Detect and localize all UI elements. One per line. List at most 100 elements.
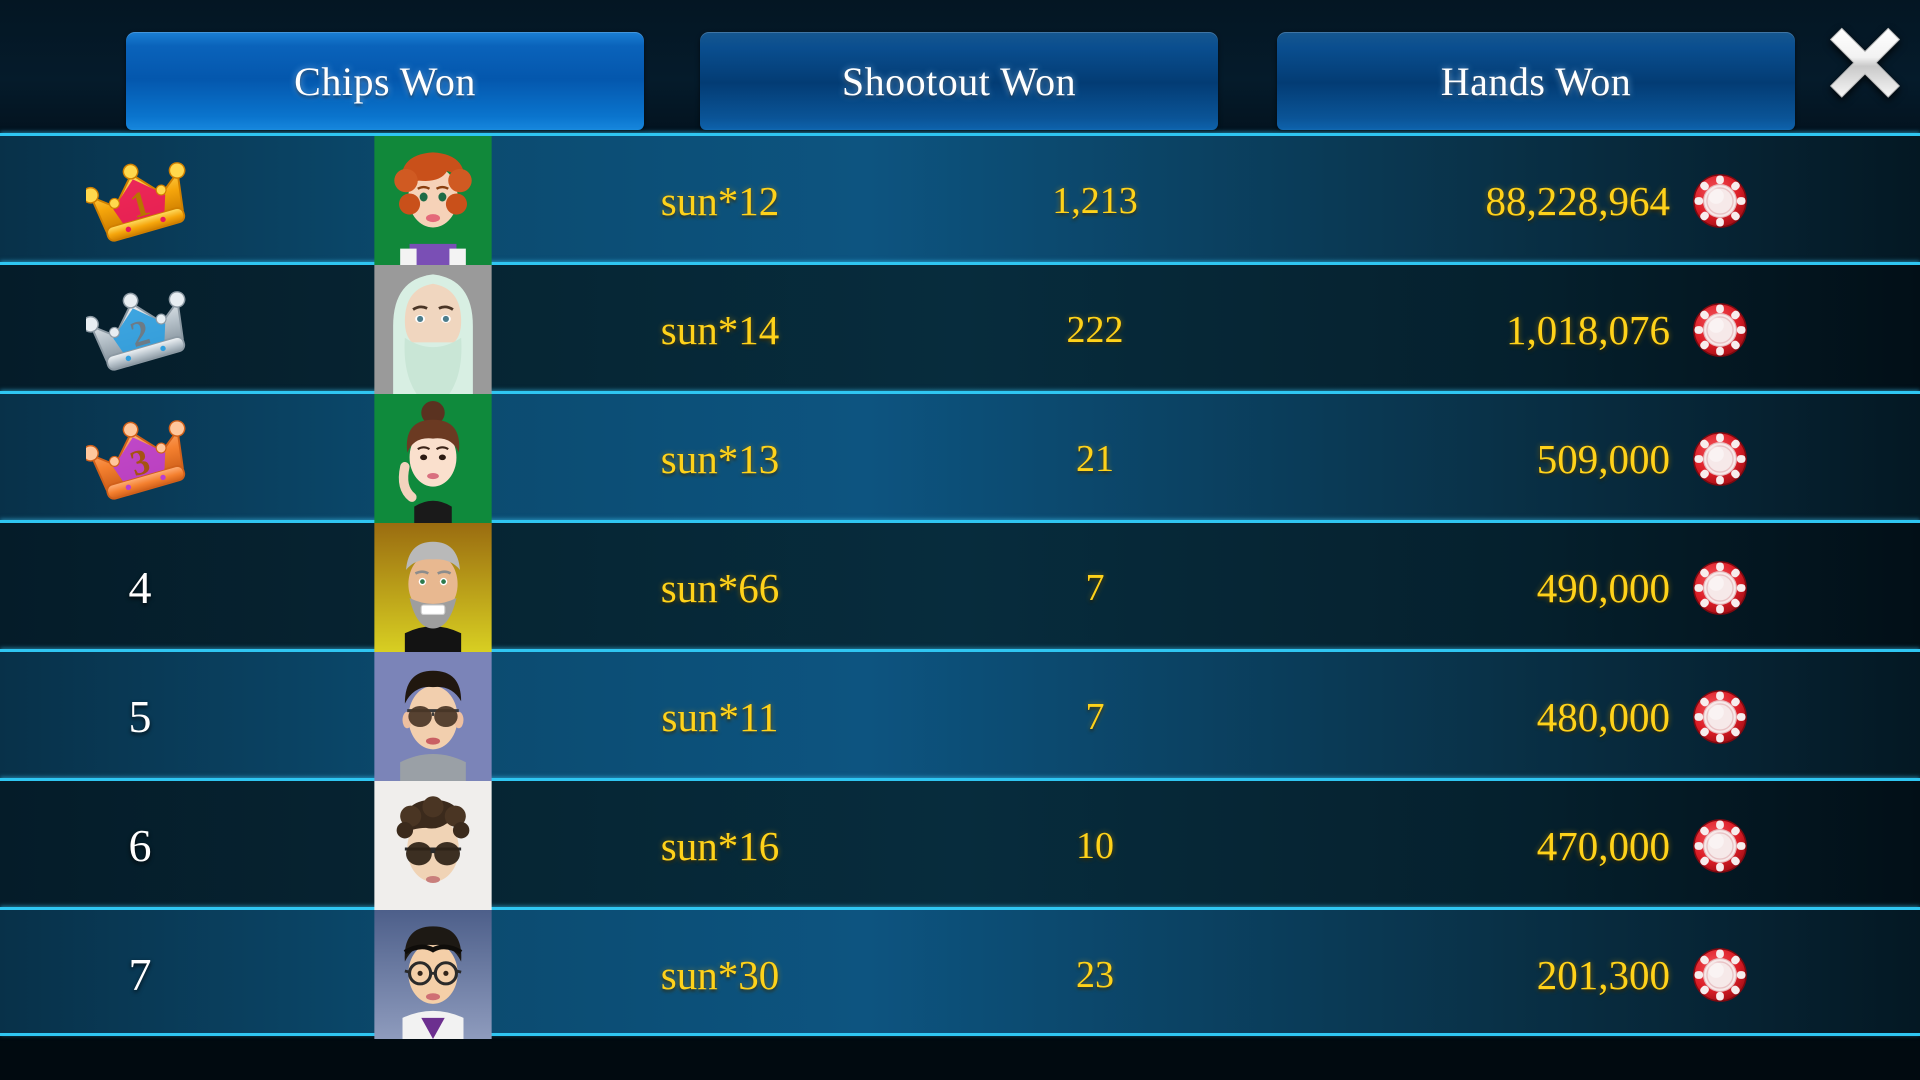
rank-cell: 2 (0, 265, 280, 394)
shootout-won-cell: 222 (950, 265, 1240, 394)
shootout-won-value: 1,213 (1052, 179, 1138, 222)
hands-won-cell: 88,228,964 (1290, 136, 1680, 265)
rank-number: 5 (128, 691, 152, 742)
hands-won-value: 201,300 (1536, 951, 1670, 998)
table-row[interactable]: 3 sun*13 21 509,000 (0, 391, 1920, 523)
chip-cell[interactable] (1660, 652, 1780, 781)
hands-won-cell: 470,000 (1290, 781, 1680, 910)
avatar-cell[interactable] (374, 136, 492, 265)
poker-chip-red-icon (1691, 430, 1749, 488)
poker-chip-red-icon (1691, 817, 1749, 875)
chip-cell[interactable] (1660, 910, 1780, 1039)
hands-won-value: 88,228,964 (1485, 177, 1671, 224)
avatar-redhead-woman (374, 136, 492, 265)
hands-won-cell: 490,000 (1290, 523, 1680, 652)
player-name-cell: sun*11 (560, 652, 880, 781)
table-row[interactable]: 4 sun*66 7 490,000 (0, 520, 1920, 652)
shootout-won-cell: 23 (950, 910, 1240, 1039)
poker-chip-red-icon (1691, 301, 1749, 359)
rank-cell: 3 (0, 394, 280, 523)
tab-chips-won[interactable]: Chips Won (126, 32, 644, 130)
shootout-won-cell: 7 (950, 523, 1240, 652)
poker-chip-red-icon (1691, 172, 1749, 230)
shootout-won-cell: 1,213 (950, 136, 1240, 265)
crown-gold-1-icon: 1 (82, 155, 194, 247)
hands-won-cell: 509,000 (1290, 394, 1680, 523)
rank-cell: 7 (0, 910, 280, 1039)
player-name: sun*66 (660, 564, 780, 611)
hands-won-cell: 1,018,076 (1290, 265, 1680, 394)
chip-cell[interactable] (1660, 781, 1780, 910)
chip-cell[interactable] (1660, 523, 1780, 652)
rank-cell: 6 (0, 781, 280, 910)
tab-shootout-won[interactable]: Shootout Won (700, 32, 1218, 130)
crown-bronze-3-icon: 3 (82, 413, 194, 505)
rank-number: 4 (128, 562, 152, 613)
player-name-cell: sun*14 (560, 265, 880, 394)
avatar-curly-sunglasses-man (374, 781, 492, 910)
table-row[interactable]: 2 sun*14 222 1,018,076 (0, 262, 1920, 394)
row-background (0, 394, 1920, 520)
tab-shootout-won-label: Shootout Won (841, 58, 1077, 104)
leaderboard-table: 1 sun*12 1,213 88,228,964 2 sun*14 222 1,018,07… (0, 133, 1920, 1063)
rank-cell: 4 (0, 523, 280, 652)
player-name-cell: sun*12 (560, 136, 880, 265)
hands-won-value: 470,000 (1536, 822, 1670, 869)
shootout-won-value: 222 (1066, 308, 1124, 351)
chip-cell[interactable] (1660, 136, 1780, 265)
chip-cell[interactable] (1660, 394, 1780, 523)
avatar-hijab-woman (374, 265, 492, 394)
row-background (0, 781, 1920, 907)
avatar-cell[interactable] (374, 394, 492, 523)
rank-cell: 5 (0, 652, 280, 781)
avatar-cell[interactable] (374, 265, 492, 394)
player-name: sun*14 (660, 306, 780, 353)
table-row[interactable]: 6 sun*16 10 470,000 (0, 778, 1920, 910)
rank-number: 6 (128, 820, 152, 871)
avatar-cell[interactable] (374, 781, 492, 910)
close-x-icon[interactable] (1822, 18, 1908, 104)
player-name-cell: sun*30 (560, 910, 880, 1039)
shootout-won-cell: 7 (950, 652, 1240, 781)
poker-chip-red-icon (1691, 688, 1749, 746)
tab-chips-won-label: Chips Won (294, 58, 476, 104)
avatar-cell[interactable] (374, 652, 492, 781)
player-name-cell: sun*13 (560, 394, 880, 523)
player-name-cell: sun*16 (560, 781, 880, 910)
shootout-won-value: 7 (1085, 566, 1105, 609)
row-background (0, 136, 1920, 262)
avatar-glasses-suit-man (374, 910, 492, 1039)
rank-number: 7 (128, 949, 152, 1000)
table-row[interactable]: 1 sun*12 1,213 88,228,964 (0, 133, 1920, 265)
player-name: sun*12 (660, 177, 780, 224)
avatar-grey-beard-man (374, 523, 492, 652)
shootout-won-value: 21 (1076, 437, 1114, 480)
shootout-won-value: 7 (1085, 695, 1105, 738)
tab-hands-won[interactable]: Hands Won (1277, 32, 1795, 130)
table-row[interactable]: 5 sun*11 7 480,000 (0, 649, 1920, 781)
avatar-cell[interactable] (374, 523, 492, 652)
poker-chip-red-icon (1691, 559, 1749, 617)
hands-won-value: 1,018,076 (1506, 306, 1670, 353)
tab-bar: Chips Won Shootout Won Hands Won (0, 0, 1920, 133)
row-background (0, 265, 1920, 391)
player-name: sun*13 (660, 435, 780, 482)
hands-won-cell: 480,000 (1290, 652, 1680, 781)
player-name-cell: sun*66 (560, 523, 880, 652)
hands-won-cell: 201,300 (1290, 910, 1680, 1039)
chip-cell[interactable] (1660, 265, 1780, 394)
shootout-won-value: 10 (1076, 824, 1114, 867)
hands-won-value: 509,000 (1536, 435, 1670, 482)
player-name: sun*16 (660, 822, 780, 869)
table-row[interactable]: 7 sun*30 23 201,300 (0, 907, 1920, 1039)
avatar-cell[interactable] (374, 910, 492, 1039)
crown-silver-2-icon: 2 (82, 284, 194, 376)
avatar-aviator-man (374, 652, 492, 781)
row-background (0, 910, 1920, 1033)
avatar-bun-woman (374, 394, 492, 523)
hands-won-value: 490,000 (1536, 564, 1670, 611)
row-background (0, 523, 1920, 649)
shootout-won-cell: 21 (950, 394, 1240, 523)
shootout-won-value: 23 (1076, 953, 1114, 996)
